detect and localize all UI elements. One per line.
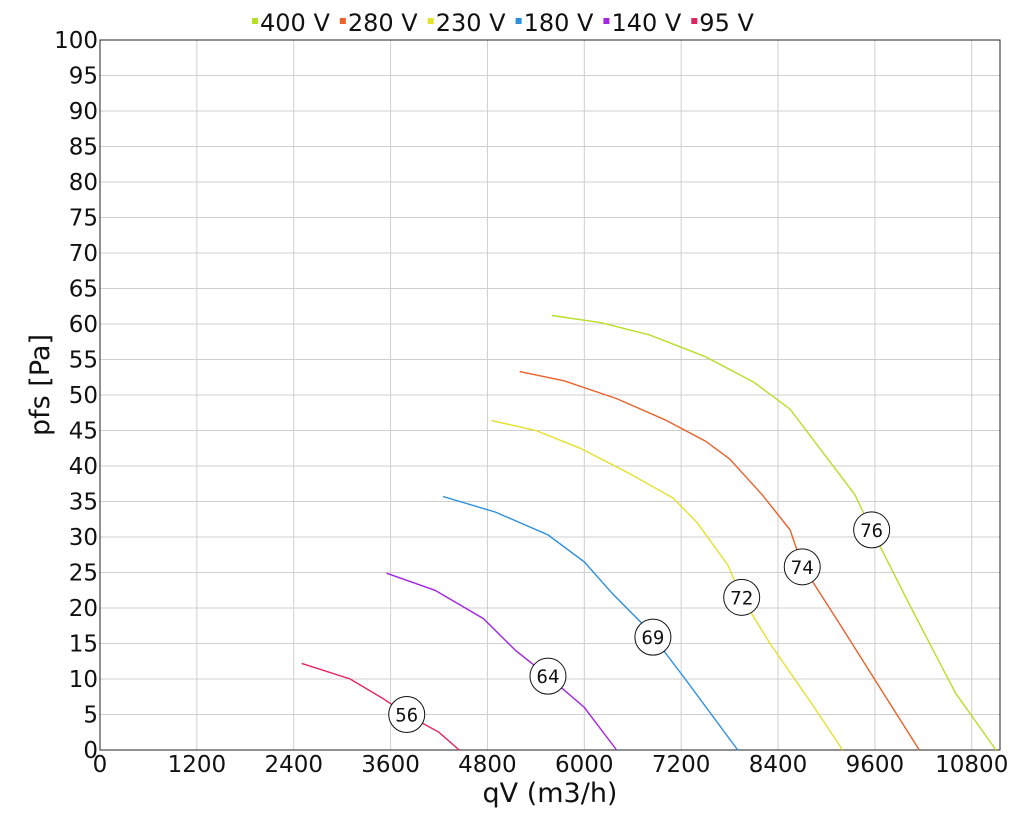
y-tick-label: 35 bbox=[69, 490, 98, 516]
y-tick-label: 80 bbox=[69, 170, 98, 196]
marker-label: 74 bbox=[791, 557, 814, 579]
marker-circle bbox=[388, 696, 426, 733]
legend-item: 180 V bbox=[515, 9, 594, 37]
y-tick-label: 5 bbox=[83, 703, 98, 729]
series-line-180v bbox=[442, 495, 739, 751]
marker-label: 76 bbox=[860, 520, 883, 542]
legend-label: 230 V bbox=[436, 9, 506, 37]
series-line-140v bbox=[386, 572, 618, 751]
legend-swatch bbox=[691, 18, 698, 24]
curve-marker: 56 bbox=[388, 696, 426, 733]
legend-item: 280 V bbox=[339, 9, 418, 37]
legend-swatch bbox=[252, 18, 258, 24]
y-tick-label: 30 bbox=[69, 525, 98, 551]
y-tick-label: 60 bbox=[69, 312, 98, 338]
legend-item: 95 V bbox=[691, 9, 754, 37]
y-tick-label: 15 bbox=[69, 632, 98, 658]
y-axis-ticks: 0 5 10 15 20 25 30 35 40 45 50 55 60 65 70 75 80 85 90 95 10… bbox=[54, 28, 98, 764]
x-tick-label: 6000 bbox=[555, 752, 614, 778]
y-tick-label: 65 bbox=[69, 277, 98, 303]
y-tick-label: 10 bbox=[69, 667, 98, 693]
x-axis-title: qV (m3/h) bbox=[483, 778, 618, 809]
y-tick-label: 85 bbox=[69, 135, 98, 161]
plot-area bbox=[99, 39, 1001, 751]
marker-circle bbox=[723, 578, 761, 616]
legend: 400 V 280 V 230 V 180 V 140 V 95 V bbox=[252, 9, 754, 37]
marker-circle bbox=[783, 548, 821, 586]
y-tick-label: 25 bbox=[69, 561, 98, 587]
x-tick-label: 9600 bbox=[846, 752, 905, 778]
x-axis-ticks: 0 1200 2400 3600 4800 6000 7200 8400 9600 10800 bbox=[93, 752, 1009, 778]
curve-marker: 76 bbox=[853, 511, 891, 549]
legend-swatch bbox=[603, 18, 610, 24]
series-line-280v bbox=[519, 370, 920, 751]
x-tick-label: 7200 bbox=[652, 752, 711, 778]
y-tick-label: 75 bbox=[69, 206, 98, 232]
marker-circle bbox=[853, 511, 891, 549]
x-tick-label: 0 bbox=[93, 752, 108, 778]
x-tick-label: 8400 bbox=[749, 752, 808, 778]
y-tick-label: 20 bbox=[69, 596, 98, 622]
x-tick-label: 2400 bbox=[264, 752, 323, 778]
series-line-230v bbox=[491, 419, 844, 751]
grid bbox=[99, 39, 1000, 751]
x-tick-label: 1200 bbox=[168, 752, 227, 778]
legend-label: 400 V bbox=[260, 9, 330, 37]
legend-item: 140 V bbox=[603, 9, 682, 37]
legend-label: 180 V bbox=[524, 9, 594, 37]
legend-item: 230 V bbox=[427, 9, 506, 37]
x-tick-label: 10800 bbox=[935, 752, 1008, 778]
legend-label: 140 V bbox=[611, 9, 681, 37]
y-tick-label: 50 bbox=[69, 383, 98, 409]
y-axis-title: pfs [Pa] bbox=[25, 334, 56, 436]
series-line-95v bbox=[301, 662, 460, 751]
marker-label: 64 bbox=[537, 666, 560, 688]
x-tick-label: 3600 bbox=[361, 752, 420, 778]
y-tick-label: 55 bbox=[69, 348, 98, 374]
legend-label: 95 V bbox=[699, 9, 754, 37]
curve-marker: 64 bbox=[529, 657, 567, 695]
y-tick-label: 0 bbox=[83, 738, 98, 764]
marker-label: 72 bbox=[730, 587, 753, 609]
y-tick-label: 90 bbox=[69, 99, 98, 125]
y-tick-label: 100 bbox=[54, 28, 98, 54]
legend-item: 400 V bbox=[252, 9, 330, 37]
marker-label: 56 bbox=[395, 705, 418, 727]
marker-label: 69 bbox=[641, 627, 664, 649]
legend-swatch bbox=[515, 18, 522, 24]
series-line-400v bbox=[551, 314, 997, 751]
y-tick-label: 45 bbox=[69, 419, 98, 445]
legend-swatch bbox=[427, 18, 434, 24]
curve-markers: 76 74 72 69 64 56 bbox=[388, 511, 891, 733]
legend-swatch bbox=[339, 18, 346, 24]
x-tick-label: 4800 bbox=[458, 752, 517, 778]
curve-marker: 74 bbox=[783, 548, 821, 586]
marker-circle bbox=[529, 657, 567, 695]
series-lines bbox=[301, 314, 997, 751]
curve-marker: 69 bbox=[634, 618, 672, 656]
marker-circle bbox=[634, 618, 672, 656]
y-tick-label: 40 bbox=[69, 454, 98, 480]
legend-label: 280 V bbox=[348, 9, 418, 37]
plot-frame bbox=[99, 39, 1001, 751]
y-tick-label: 70 bbox=[69, 241, 98, 267]
curve-marker: 72 bbox=[723, 578, 761, 616]
y-tick-label: 95 bbox=[69, 64, 98, 90]
